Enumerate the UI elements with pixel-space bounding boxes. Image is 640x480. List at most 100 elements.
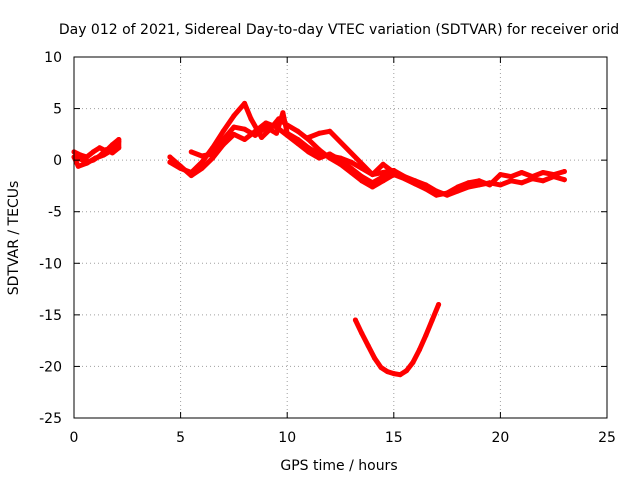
data-point (508, 174, 514, 180)
data-point (199, 159, 205, 165)
y-tick-label: -20 (39, 359, 62, 375)
data-point (433, 192, 439, 198)
y-tick-label: -10 (39, 256, 62, 272)
data-point (167, 154, 173, 160)
data-point (116, 145, 122, 151)
data-point (410, 359, 416, 365)
data-point (338, 161, 343, 167)
data-point (97, 153, 103, 159)
y-tick-label: -15 (39, 308, 62, 324)
data-point (423, 333, 429, 338)
data-point (508, 178, 514, 184)
data-point (380, 170, 386, 175)
data-point (77, 156, 83, 162)
data-point (378, 365, 384, 370)
data-point (280, 110, 286, 116)
x-tick-label: 5 (176, 430, 185, 446)
data-point (348, 159, 354, 165)
x-tick-label: 15 (385, 430, 403, 446)
data-point (199, 165, 205, 171)
x-tick-label: 10 (278, 430, 296, 446)
data-series (71, 100, 567, 378)
data-point (316, 155, 322, 161)
y-tick-label: -25 (39, 411, 62, 427)
data-point (327, 128, 333, 134)
data-point (199, 153, 205, 159)
data-point (436, 302, 442, 307)
data-point (384, 369, 390, 375)
data-point (242, 100, 248, 106)
data-point (306, 135, 311, 140)
data-point (316, 151, 322, 157)
data-point (84, 160, 90, 166)
grid (74, 57, 607, 418)
data-point (101, 152, 107, 158)
data-point (412, 181, 418, 187)
data-point (370, 172, 375, 178)
data-point (242, 137, 248, 142)
data-point (359, 330, 365, 336)
data-point (561, 169, 567, 174)
data-point (397, 372, 403, 378)
plot-frame (73, 56, 608, 419)
data-point (263, 124, 269, 130)
data-point (75, 163, 81, 169)
data-point (338, 155, 343, 161)
data-point (77, 152, 83, 158)
data-point (380, 178, 386, 184)
x-axis-label: GPS time / hours (280, 458, 397, 474)
x-tick-label: 20 (491, 430, 509, 446)
data-point (327, 153, 333, 159)
data-point (284, 130, 290, 136)
data-point (295, 128, 301, 134)
data-point (210, 151, 216, 157)
data-point (295, 137, 301, 142)
data-point (476, 178, 482, 184)
data-point (109, 142, 115, 148)
data-point (220, 128, 226, 134)
data-point (231, 113, 237, 119)
data-point (231, 131, 237, 137)
data-point (103, 147, 109, 153)
data-point (540, 178, 546, 184)
y-tick-label: 10 (44, 50, 62, 66)
data-point (423, 186, 429, 192)
data-point (372, 355, 378, 361)
data-point (370, 184, 375, 190)
data-point (352, 317, 358, 323)
data-point (561, 177, 567, 183)
data-point (263, 120, 269, 126)
data-point (210, 155, 216, 161)
data-point (97, 145, 103, 151)
data-point (109, 147, 115, 153)
data-point (178, 165, 184, 171)
data-point (444, 190, 450, 196)
data-point (92, 155, 98, 161)
data-point (455, 184, 461, 190)
data-point (167, 159, 173, 165)
data-point (348, 170, 354, 175)
data-point (551, 172, 557, 178)
data-point (248, 116, 254, 122)
data-point (316, 130, 322, 136)
data-point (220, 137, 226, 142)
data-point (497, 172, 503, 178)
y-tick-label: 5 (53, 102, 62, 118)
y-tick-label: 0 (53, 153, 62, 169)
data-point (529, 174, 535, 180)
x-tick-label: 0 (70, 430, 79, 446)
data-point (391, 371, 397, 377)
axis-ticks: 0 5 10 15 20 25 10 5 0 -5 -10 -15 -20 -25 (39, 50, 616, 446)
data-point (404, 368, 410, 374)
data-point (90, 149, 96, 155)
data-point (497, 182, 503, 188)
data-point (359, 178, 365, 184)
data-point (188, 149, 194, 155)
data-point (116, 139, 122, 145)
data-point (519, 180, 525, 186)
data-point (487, 182, 493, 188)
y-tick-label: -5 (48, 205, 62, 221)
data-point (540, 170, 546, 175)
x-tick-label: 25 (598, 430, 616, 446)
